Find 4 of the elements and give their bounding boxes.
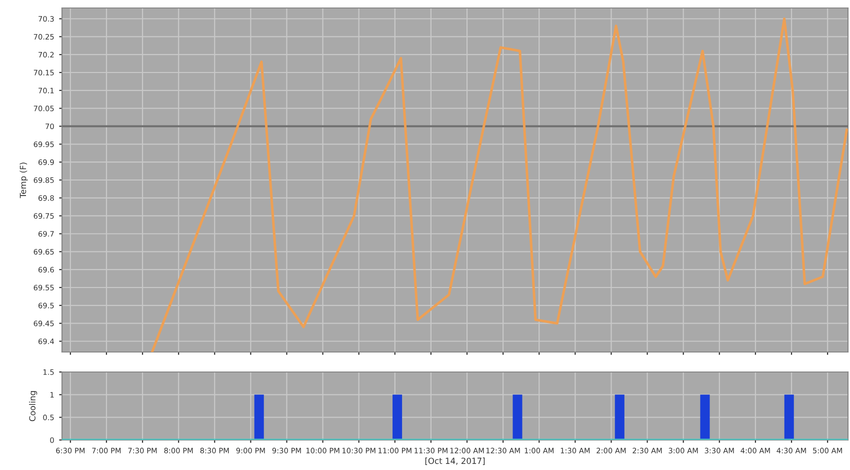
y-axis-title: Temp (F) [20,162,28,198]
y-axis-title: Cooling [29,391,38,422]
x-axis-title: [Oct 14, 2017] [425,458,485,465]
line-series [150,18,848,352]
